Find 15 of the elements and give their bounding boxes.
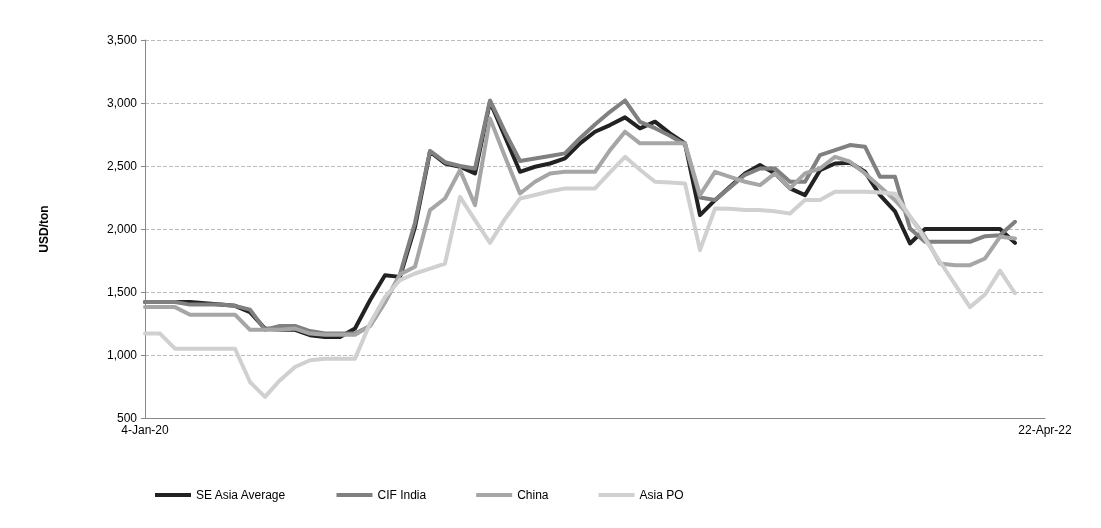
y-tick-label: 1,000	[106, 348, 138, 362]
legend-label: CIF India	[377, 488, 427, 502]
y-tick-label: 500	[116, 411, 138, 425]
legend-label: China	[517, 488, 549, 502]
y-tick-label: 3,000	[106, 96, 138, 110]
y-tick-label: 2,000	[106, 222, 138, 236]
y-tick-label: 2,500	[106, 159, 138, 173]
y-tick-label: 1,500	[106, 285, 138, 299]
legend-label: SE Asia Average	[196, 488, 286, 502]
line-series	[143, 154, 1017, 399]
x-tick-label: 22-Apr-22	[1018, 423, 1072, 437]
legend-label: Asia PO	[639, 488, 684, 502]
y-tick-label: 3,500	[106, 33, 138, 47]
y-axis-title: USD/ton	[37, 205, 51, 253]
x-tick-label: 4-Jan-20	[121, 423, 169, 437]
